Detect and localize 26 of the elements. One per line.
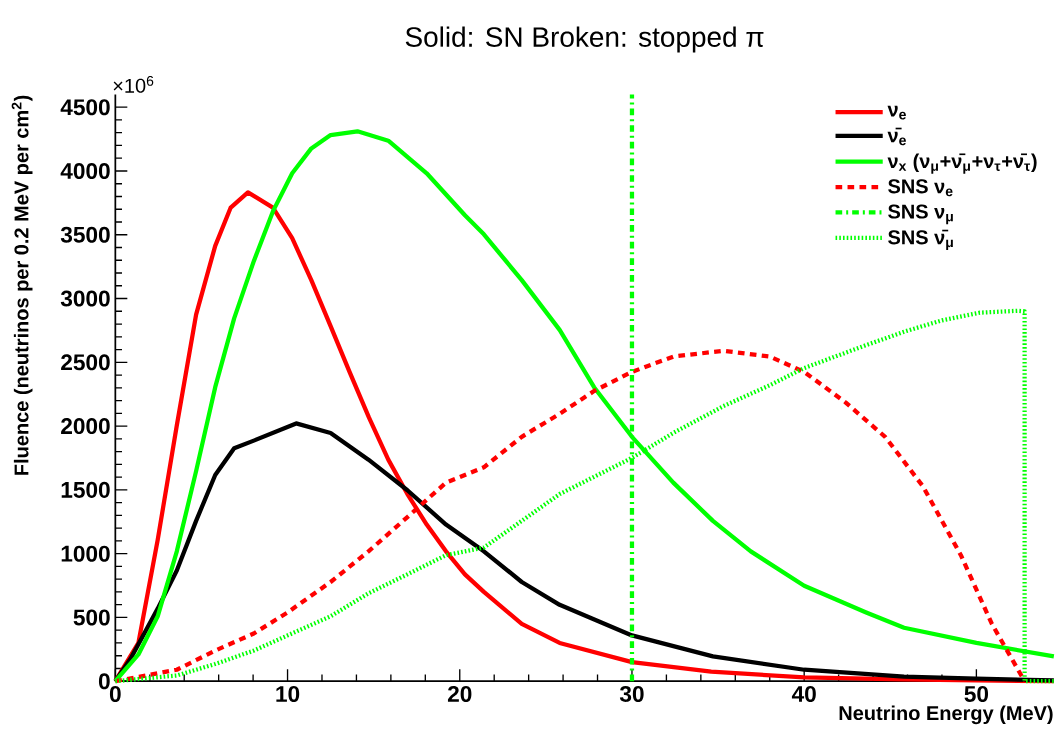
y-tick-label: 0 [98, 673, 110, 690]
x-tick-label: 0 [109, 685, 121, 702]
legend-label: SNS ν$_{μ}$ [888, 204, 953, 225]
x-tick-label: 50 [964, 685, 989, 702]
x-tick-label: 40 [791, 685, 816, 702]
y-tick-label: 2000 [61, 417, 110, 435]
y-tick-label: 3500 [60, 226, 110, 243]
y-tick-label: 3000 [60, 290, 110, 307]
y-tick-label: 4000 [60, 162, 110, 179]
y-tick-label: 1500 [61, 481, 110, 498]
x-tick-label: 10 [276, 685, 300, 702]
legend-label: SNS ν̄$_{μ}$ [888, 229, 953, 250]
legend-label: ν$_{e}$ [887, 105, 906, 120]
y-axis-title: Fluence (neutrinos per 0.2 MeV per cm$^{2}$) [11, 95, 33, 475]
y-tick-label: 4500 [60, 99, 110, 116]
x-axis-title: Neutrino Energy (MeV) [839, 705, 1053, 725]
text: ×10$^{6}$ [113, 75, 154, 93]
chart-title: Solid: SN Broken: stopped π [405, 26, 764, 53]
x-tick-label: 30 [619, 685, 644, 702]
y-tick-label: 2500 [61, 354, 110, 371]
text: ν$_{x}$ (ν$_{μ}$+ν̄$_{μ}$+ν$_{τ}$+ν̄$_{τ}$) [887, 153, 1037, 174]
legend-label: SNS ν$_{e}$ [888, 179, 953, 197]
legend-label: ν̄$_{e}$ [887, 127, 906, 146]
x-tick-label: 20 [447, 685, 472, 702]
y-tick-label: 500 [73, 609, 110, 626]
y-tick-label: 1000 [61, 545, 110, 562]
